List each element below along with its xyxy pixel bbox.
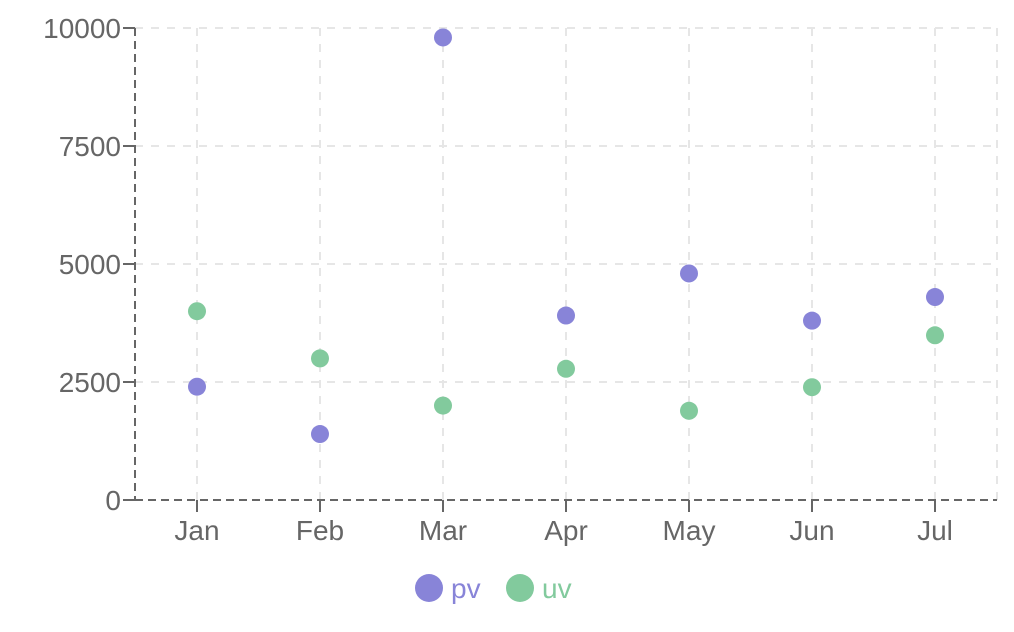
x-tick-label: May (663, 515, 716, 546)
data-point-pv[interactable] (311, 425, 329, 443)
legend: pv uv (415, 573, 572, 604)
x-tick-label: Feb (296, 515, 344, 546)
y-tick-label: 7500 (59, 131, 121, 162)
y-axis-ticks: 0 2500 5000 7500 10000 (43, 13, 135, 516)
y-tick-label: 2500 (59, 367, 121, 398)
data-point-uv[interactable] (803, 378, 821, 396)
legend-label-pv: pv (451, 573, 481, 604)
legend-swatch-pv (415, 574, 443, 602)
x-tick-label: Mar (419, 515, 467, 546)
y-tick-label: 10000 (43, 13, 121, 44)
data-point-pv[interactable] (188, 378, 206, 396)
y-tick-label: 0 (105, 485, 121, 516)
legend-swatch-uv (506, 574, 534, 602)
data-point-pv[interactable] (803, 312, 821, 330)
data-point-uv[interactable] (311, 349, 329, 367)
grid (135, 28, 997, 500)
data-point-uv[interactable] (188, 302, 206, 320)
data-point-uv[interactable] (680, 402, 698, 420)
data-point-pv[interactable] (680, 264, 698, 282)
data-point-pv[interactable] (557, 307, 575, 325)
x-tick-label: Jan (174, 515, 219, 546)
x-axis-ticks: Jan Feb Mar Apr May Jun Jul (174, 500, 952, 546)
data-point-uv[interactable] (926, 326, 944, 344)
data-point-pv[interactable] (434, 28, 452, 46)
legend-label-uv: uv (542, 573, 572, 604)
x-tick-label: Jun (789, 515, 834, 546)
data-point-uv[interactable] (557, 360, 575, 378)
x-tick-label: Jul (917, 515, 953, 546)
data-point-uv[interactable] (434, 397, 452, 415)
x-tick-label: Apr (544, 515, 588, 546)
data-point-pv[interactable] (926, 288, 944, 306)
y-tick-label: 5000 (59, 249, 121, 280)
